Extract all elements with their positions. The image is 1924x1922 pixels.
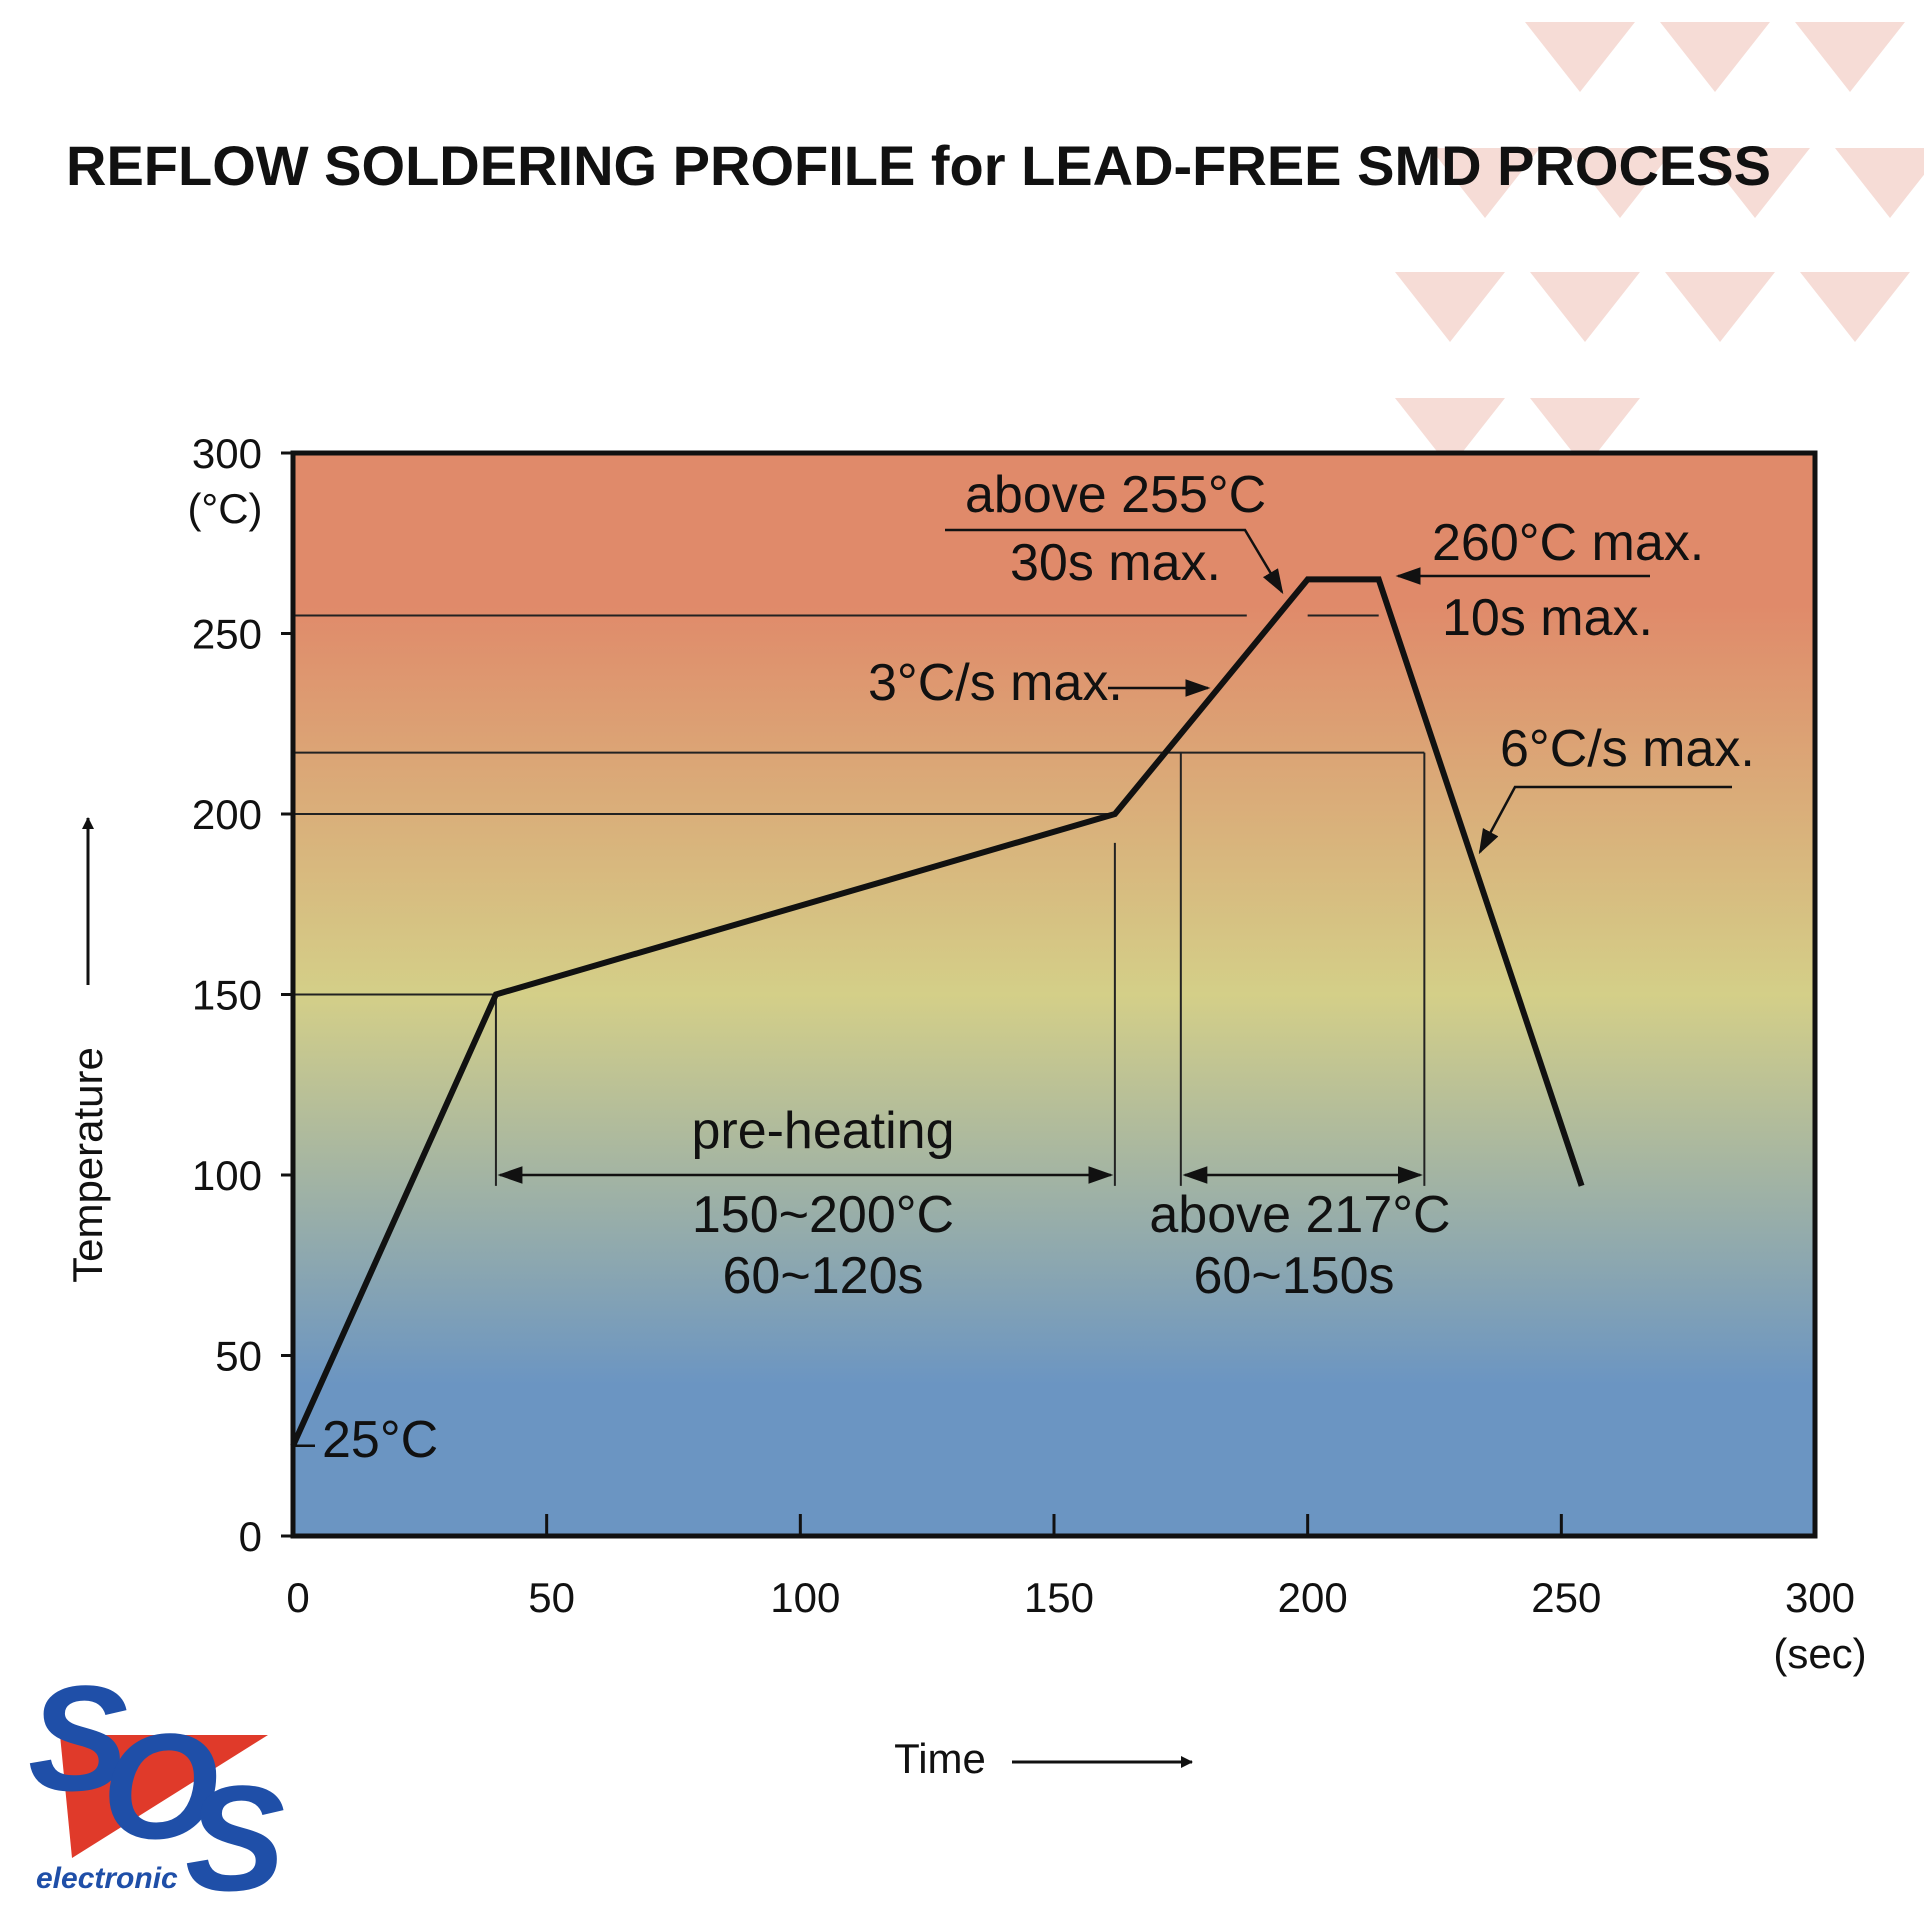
watermark-triangle (1660, 22, 1770, 92)
y-axis-title: Temperature (64, 1047, 111, 1283)
x-tick-label: 250 (1531, 1574, 1601, 1621)
logo-wordmark: electronic (36, 1862, 178, 1895)
peak-zone-time: 30s max. (1010, 534, 1221, 592)
peak-max-temp: 260°C max. (1432, 514, 1704, 572)
watermark-triangle (1700, 148, 1810, 218)
y-tick-label: 50 (215, 1333, 262, 1380)
x-axis-title-group: Time (894, 1735, 1193, 1782)
preheat-time: 60~120s (723, 1247, 924, 1305)
y-tick-label: 300 (192, 430, 262, 477)
watermark-triangle (1530, 398, 1640, 468)
drop-lines (293, 752, 1426, 1447)
logo-red-shape (60, 1735, 268, 1858)
y-tick-label: 150 (192, 972, 262, 1019)
series-line (290, 576, 1585, 1448)
watermark-triangle (1525, 22, 1635, 92)
watermark-triangle (1530, 272, 1640, 342)
logo-letter-s2: S (185, 1754, 285, 1922)
watermark-triangle (1800, 272, 1910, 342)
ramp-down-leader (1478, 785, 1732, 855)
logo-letter-o: O (102, 1702, 219, 1870)
reflow-range: above 217°C (1149, 1186, 1450, 1244)
watermark-triangle (1665, 272, 1775, 342)
reference-lines (293, 614, 1425, 996)
watermark-triangle (1835, 148, 1924, 218)
peak-max-time: 10s max. (1442, 589, 1653, 647)
watermark-triangle (1795, 22, 1905, 92)
y-axis: 0 50 100 150 200 250 300 (192, 430, 293, 1560)
y-unit-label: (°C) (187, 485, 262, 532)
y-tick-label: 250 (192, 611, 262, 658)
y-axis-title-group: Temperature (64, 817, 111, 1283)
start-temp-label: 25°C (322, 1411, 438, 1469)
ramp-up-label: 3°C/s max. (868, 654, 1123, 712)
x-tick-label: 100 (770, 1574, 840, 1621)
peak-zone-leader (945, 528, 1284, 595)
x-tick-label: 300 (1785, 1574, 1855, 1621)
x-axis-title: Time (894, 1735, 986, 1782)
peak-zone-temp: above 255°C (965, 466, 1266, 524)
logo-letter-s1: S (28, 1654, 128, 1822)
ramp-down-label: 6°C/s max. (1500, 720, 1755, 778)
reflow-time: 60~150s (1194, 1247, 1395, 1305)
x-tick-label: 200 (1278, 1574, 1348, 1621)
x-tick-label: 0 (286, 1574, 309, 1621)
annotations: 25°C pre-heating 150~200°C 60~120s above… (322, 466, 1755, 1469)
x-axis: 0 50 100 150 200 250 300 (286, 1514, 1855, 1621)
y-tick-label: 100 (192, 1152, 262, 1199)
x-tick-label: 150 (1024, 1574, 1094, 1621)
y-tick-label: 200 (192, 791, 262, 838)
preheat-range: 150~200°C (692, 1186, 954, 1244)
watermark-triangles (1395, 22, 1924, 468)
preheat-title: pre-heating (691, 1102, 954, 1160)
watermark-triangle (1565, 148, 1675, 218)
plot-area (293, 453, 1815, 1536)
x-unit-label: (sec) (1773, 1630, 1866, 1677)
chart-title: REFLOW SOLDERING PROFILE for LEAD-FREE S… (66, 134, 1771, 197)
watermark-triangle (1430, 148, 1540, 218)
y-tick-label: 0 (239, 1513, 262, 1560)
x-tick-label: 50 (528, 1574, 575, 1621)
sos-logo: S O S electronic (28, 1654, 285, 1922)
watermark-triangle (1395, 398, 1505, 468)
watermark-triangle (1395, 272, 1505, 342)
